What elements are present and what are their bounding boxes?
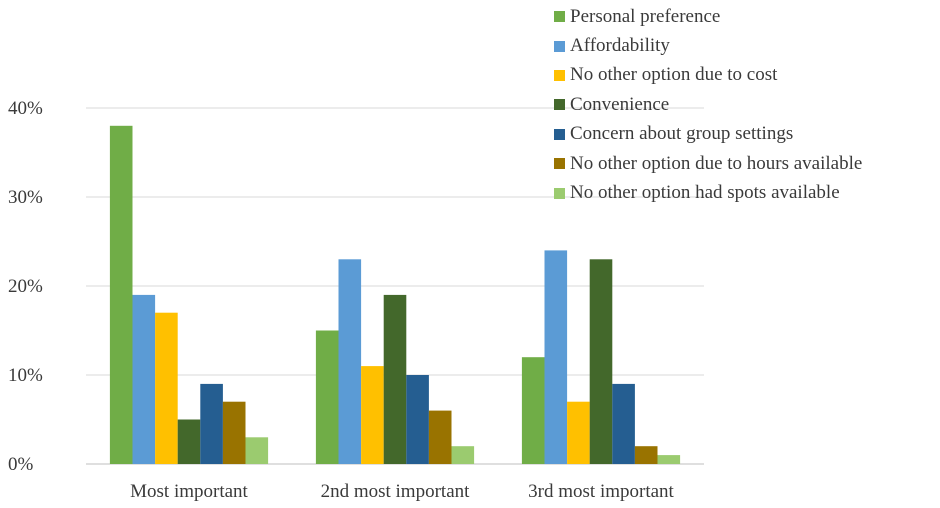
legend-label: Affordability (570, 35, 670, 57)
bar (177, 419, 201, 464)
y-tick-label: 0% (8, 454, 34, 475)
legend-item: Convenience (554, 90, 862, 119)
x-tick-label: 2nd most important (321, 481, 471, 502)
bar (361, 366, 384, 464)
y-tick-label: 10% (8, 365, 43, 386)
bars (109, 125, 681, 465)
legend-swatch (554, 69, 565, 81)
bar (521, 357, 545, 464)
bar (245, 437, 269, 464)
legend-label: Convenience (570, 93, 670, 115)
bar (222, 401, 246, 464)
legend-label: Concern about group settings (570, 123, 794, 145)
legend-swatch (554, 128, 565, 140)
legend-label: No other option due to hours available (570, 152, 863, 174)
y-tick-label: 40% (8, 98, 43, 119)
legend-label: No other option had spots available (570, 182, 840, 204)
y-tick-label: 30% (8, 187, 43, 208)
bar (132, 294, 156, 464)
bar (383, 294, 407, 464)
legend-item: No other option had spots available (554, 178, 862, 207)
legend-item: Concern about group settings (554, 120, 862, 149)
legend-swatch (554, 11, 565, 23)
bar (428, 410, 452, 464)
x-tick-label: Most important (130, 481, 248, 502)
axes: 0% 10% 20% 30% 40% Most important 2nd most imp… (8, 98, 675, 502)
bar (155, 312, 178, 464)
legend-swatch (554, 158, 565, 170)
bar (451, 446, 475, 464)
bar (109, 125, 133, 465)
legend-item: No other option due to cost (554, 61, 862, 90)
legend-swatch (554, 187, 565, 199)
bar (338, 259, 362, 464)
legend-item: Personal preference (554, 2, 862, 31)
legend-swatch (554, 40, 565, 52)
bar (589, 259, 613, 464)
legend-swatch (554, 99, 565, 111)
bar (634, 446, 658, 464)
legend-label: Personal preference (570, 5, 721, 27)
bar (544, 250, 568, 464)
legend-label: No other option due to cost (570, 64, 778, 86)
bar (567, 401, 590, 464)
legend: Personal preference Affordability No other… (554, 2, 862, 208)
x-tick-label: 3rd most important (528, 481, 674, 502)
legend-item: No other option due to hours available (554, 149, 862, 178)
bar (657, 455, 681, 464)
bar (200, 383, 223, 464)
bar (406, 375, 429, 464)
legend-item: Affordability (554, 31, 862, 60)
bar (315, 330, 339, 464)
y-tick-label: 20% (8, 276, 43, 297)
bar (612, 383, 635, 464)
